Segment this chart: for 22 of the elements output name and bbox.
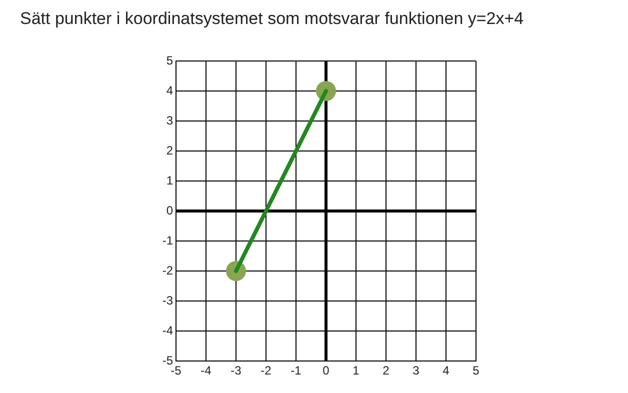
y-tick-label: 3 — [166, 113, 174, 128]
y-tick-label: 5 — [166, 53, 174, 68]
y-tick-label: -3 — [162, 293, 174, 308]
x-tick-label: -2 — [260, 364, 272, 378]
x-tick-label: 4 — [442, 364, 450, 378]
y-tick-label: -2 — [162, 263, 174, 278]
y-tick-label: -4 — [162, 323, 174, 338]
y-tick-label: -5 — [162, 353, 174, 368]
x-tick-label: 0 — [322, 364, 330, 378]
y-tick-label: 4 — [166, 83, 174, 98]
x-tick-label: 3 — [412, 364, 420, 378]
chart-title: Sätt punkter i koordinatsystemet som motsvarar funktionen y=2x+4 — [20, 9, 524, 29]
y-tick-label: -1 — [162, 233, 174, 248]
x-tick-label: -4 — [200, 364, 212, 378]
x-tick-label: 2 — [382, 364, 390, 378]
x-tick-label: -1 — [290, 364, 302, 378]
x-tick-label: 1 — [352, 364, 360, 378]
y-tick-label: 1 — [166, 173, 174, 188]
x-tick-label: 5 — [472, 364, 480, 378]
x-tick-label: -3 — [230, 364, 242, 378]
y-tick-label: 0 — [166, 203, 174, 218]
y-tick-label: 2 — [166, 143, 174, 158]
